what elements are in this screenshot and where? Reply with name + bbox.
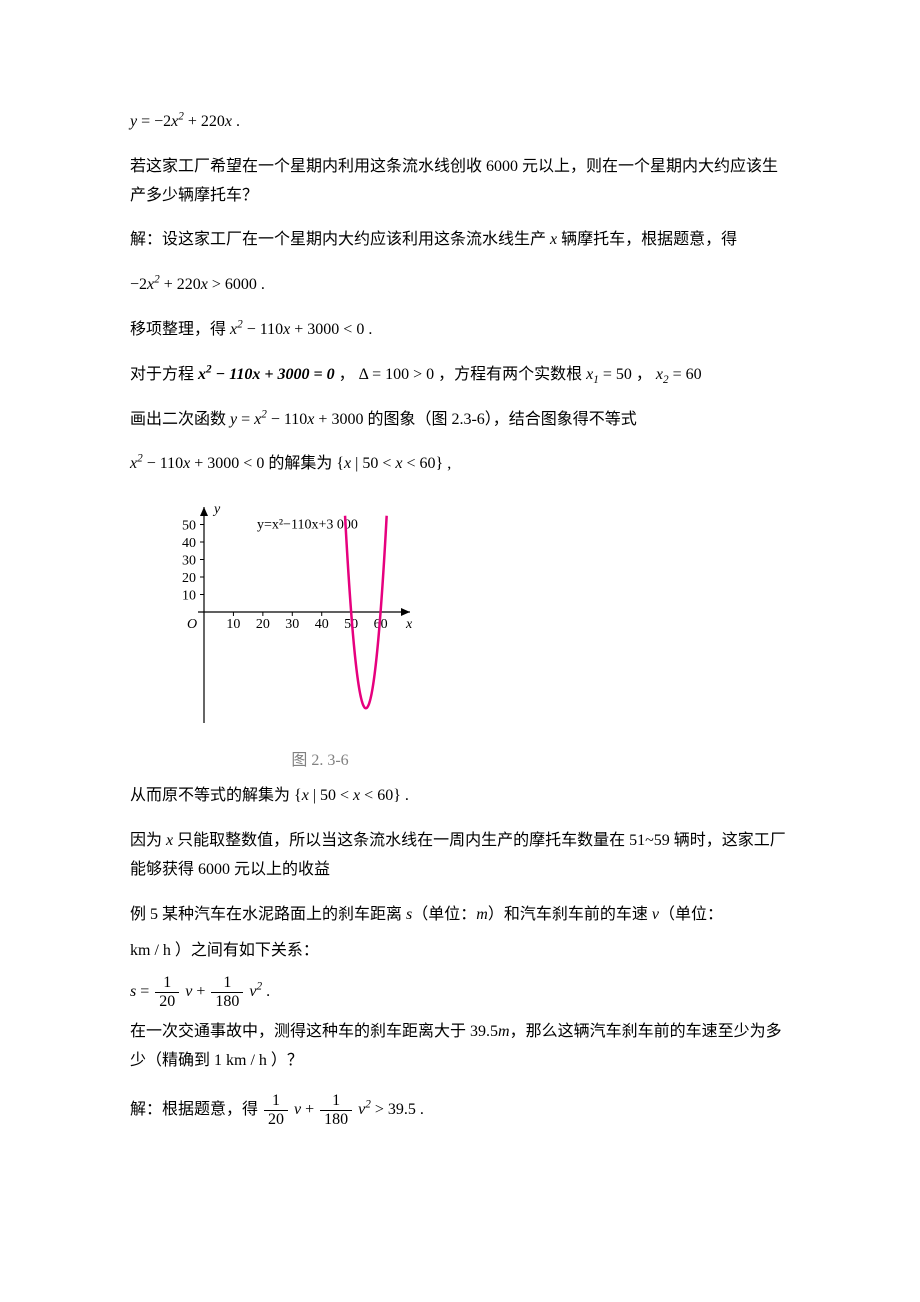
equation-roots: 对于方程 x2 − 110x + 3000 = 0 ， Δ = 100 > 0 …: [130, 353, 790, 398]
svg-text:20: 20: [182, 571, 196, 586]
equation-y: y = −2x2 + 220x .: [130, 100, 790, 145]
equation-s: s = 120 v + 1180 v2 .: [130, 974, 790, 1010]
paragraph-question1: 若这家工厂希望在一个星期内利用这条流水线创收 6000 元以上，则在一个星期内大…: [130, 145, 790, 219]
svg-text:x: x: [405, 617, 413, 632]
svg-text:40: 40: [315, 617, 329, 632]
svg-text:10: 10: [182, 589, 196, 604]
example-5-intro-1: 例 5 某种汽车在水泥路面上的刹车距离 s（单位：m）和汽车刹车前的车速 v（单…: [130, 893, 790, 938]
svg-text:30: 30: [285, 617, 299, 632]
svg-text:O: O: [187, 617, 197, 632]
paragraph-integer-conclusion: 因为 x 只能取整数值，所以当这条流水线在一周内生产的摩托车数量在 51~59 …: [130, 819, 790, 893]
example-5-intro-2: km / h ）之间有如下关系：: [130, 937, 790, 974]
figure-2-3-6: 1020304050601020304050Oxyy=x²−110x+3 000…: [160, 497, 790, 770]
document-page: y = −2x2 + 220x . 若这家工厂希望在一个星期内利用这条流水线创收…: [0, 0, 920, 1302]
svg-text:20: 20: [256, 617, 270, 632]
example-5-question: 在一次交通事故中，测得这种车的刹车距离大于 39.5m，那么这辆汽车刹车前的车速…: [130, 1010, 790, 1084]
svg-text:y=x²−110x+3 000: y=x²−110x+3 000: [257, 518, 358, 533]
inequality-1: −2x2 + 220x > 6000 .: [130, 263, 790, 308]
solution-set-1: x2 − 110x + 3000 < 0 的解集为 {x | 50 < x < …: [130, 442, 790, 487]
svg-text:10: 10: [226, 617, 240, 632]
paragraph-graph-intro: 画出二次函数 y = x2 − 110x + 3000 的图象（图 2.3-6）…: [130, 398, 790, 443]
svg-text:50: 50: [182, 519, 196, 534]
svg-text:y: y: [212, 502, 221, 517]
solution-set-2: 从而原不等式的解集为 {x | 50 < x < 60} .: [130, 774, 790, 819]
parabola-chart: 1020304050601020304050Oxyy=x²−110x+3 000: [160, 497, 420, 737]
inequality-2: 移项整理，得 x2 − 110x + 3000 < 0 .: [130, 308, 790, 353]
figure-caption: 图 2. 3-6: [190, 746, 450, 770]
svg-text:30: 30: [182, 554, 196, 569]
example-5-solution-start: 解：根据题意，得 120 v + 1180 v2 > 39.5 .: [130, 1084, 790, 1136]
svg-text:40: 40: [182, 536, 196, 551]
paragraph-setup: 解：设这家工厂在一个星期内大约应该利用这条流水线生产 x 辆摩托车，根据题意，得: [130, 218, 790, 263]
